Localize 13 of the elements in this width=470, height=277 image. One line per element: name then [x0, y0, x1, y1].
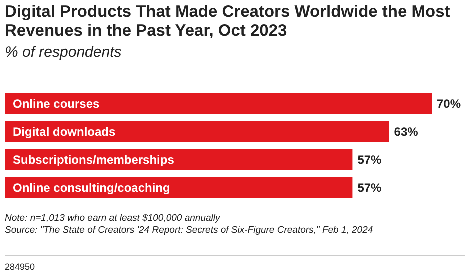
data-label: 63% — [394, 125, 419, 139]
source-note: Source: "The State of Creators '24 Report: Secrets of Six-Figure Creators," Feb 1, 2024 — [5, 224, 374, 236]
y-tick-label: Online courses — [13, 97, 100, 111]
y-tick-label: Digital downloads — [13, 125, 116, 139]
y-tick-label: Subscriptions/memberships — [13, 153, 175, 167]
data-label: 70% — [437, 97, 462, 111]
y-tick-label: Online consulting/coaching — [13, 181, 170, 195]
text: 284950 — [5, 262, 36, 272]
text: Note: n=1,013 who earn at least $100,000 annually — [5, 213, 222, 224]
data-label: 57% — [358, 181, 382, 195]
chart-subtitle: % of respondents — [5, 44, 122, 61]
data-label: 57% — [358, 153, 382, 167]
chart-title: Digital Products That Made Creators Worldwide the Most Revenues in the Past Year, Oct 2023 — [5, 3, 452, 41]
